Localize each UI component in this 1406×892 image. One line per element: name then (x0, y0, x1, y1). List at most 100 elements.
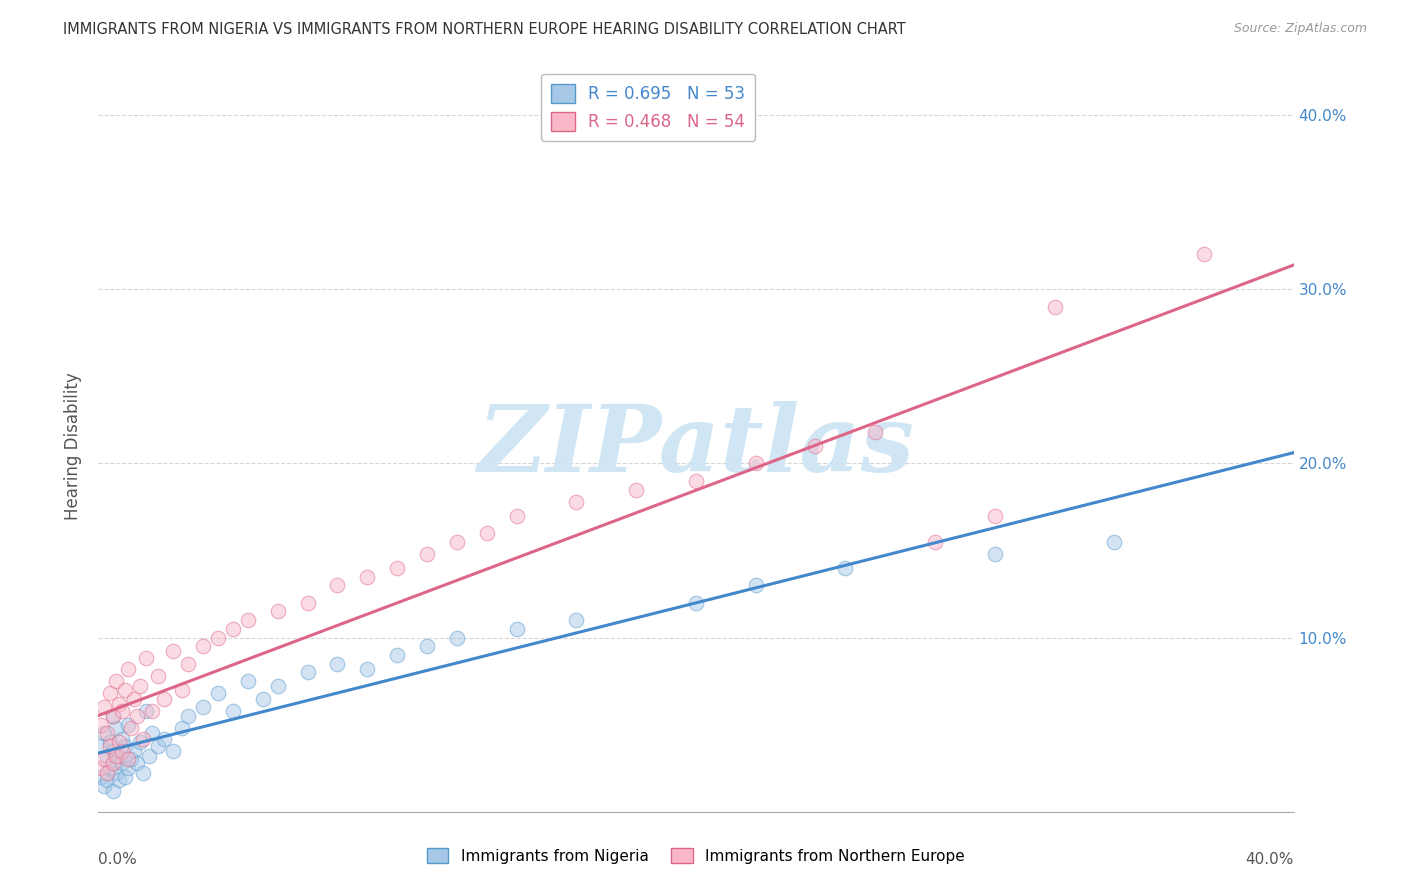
Point (745, 457, 768, 471)
Point (96, 726, 118, 740)
Point (177, 657, 200, 671)
Point (141, 704, 163, 718)
Point (124, 691, 146, 706)
Point (416, 640, 439, 654)
Point (120, 752, 142, 766)
Text: ZIPatlas: ZIPatlas (478, 401, 914, 491)
Point (103, 744, 125, 758)
Point (117, 752, 139, 766)
Text: 40.0%: 40.0% (1246, 852, 1294, 867)
Point (138, 749, 160, 764)
Point (626, 483, 648, 497)
Text: Source: ZipAtlas.com: Source: ZipAtlas.com (1233, 22, 1367, 36)
Point (117, 717, 139, 731)
Point (98, 739, 122, 753)
Point (685, 596, 707, 610)
Point (103, 709, 125, 723)
Point (132, 766, 155, 780)
Point (924, 534, 946, 549)
Point (385, 648, 409, 662)
Point (111, 704, 134, 718)
Point (111, 756, 134, 770)
Point (93, 700, 115, 714)
Point (108, 773, 131, 788)
Point (129, 735, 152, 749)
Point (98, 761, 122, 775)
Point (141, 726, 163, 740)
Point (297, 596, 319, 610)
Point (326, 578, 349, 592)
Point (162, 644, 184, 658)
Point (103, 709, 125, 723)
Point (96, 752, 118, 766)
Point (162, 744, 184, 758)
Point (506, 508, 529, 523)
Point (446, 631, 468, 645)
Point (90, 717, 112, 731)
Point (153, 691, 176, 706)
Point (127, 709, 149, 723)
Point (356, 662, 378, 676)
Point (172, 721, 194, 735)
Point (297, 665, 319, 680)
Point (108, 749, 131, 764)
Y-axis label: Hearing Disability: Hearing Disability (63, 372, 82, 520)
Point (207, 686, 229, 700)
Point (1192, 247, 1215, 261)
Point (111, 744, 134, 758)
Point (416, 547, 439, 561)
Point (385, 561, 409, 575)
Point (804, 439, 827, 453)
Point (565, 494, 588, 508)
Point (172, 682, 194, 697)
Point (236, 613, 259, 627)
Point (98, 735, 122, 749)
Point (865, 425, 887, 439)
Point (108, 735, 131, 749)
Point (1043, 300, 1066, 314)
Point (236, 674, 259, 689)
Point (124, 744, 146, 758)
Point (267, 604, 290, 618)
Point (108, 697, 131, 711)
Point (96, 766, 118, 780)
Point (148, 739, 170, 753)
Point (90, 770, 112, 784)
Point (135, 704, 157, 718)
Point (90, 761, 112, 775)
Point (267, 679, 290, 693)
Text: 0.0%: 0.0% (98, 852, 138, 867)
Point (96, 773, 118, 788)
Point (356, 569, 378, 583)
Point (93, 752, 115, 766)
Point (446, 534, 468, 549)
Point (98, 686, 122, 700)
Point (105, 674, 128, 689)
Point (103, 756, 125, 770)
Point (105, 749, 128, 764)
Point (132, 731, 155, 746)
Point (191, 640, 214, 654)
Point (129, 679, 152, 693)
Text: IMMIGRANTS FROM NIGERIA VS IMMIGRANTS FROM NORTHERN EUROPE HEARING DISABILITY CO: IMMIGRANTS FROM NIGERIA VS IMMIGRANTS FR… (63, 22, 905, 37)
Point (103, 784, 125, 798)
Point (984, 508, 1007, 523)
Point (90, 739, 112, 753)
Point (114, 770, 136, 784)
Point (834, 561, 856, 575)
Point (685, 474, 707, 488)
Point (153, 731, 176, 746)
Point (120, 721, 142, 735)
Point (148, 669, 170, 683)
Point (191, 700, 214, 714)
Point (105, 766, 128, 780)
Point (1104, 534, 1126, 549)
Point (93, 779, 115, 793)
Point (252, 691, 274, 706)
Point (565, 613, 588, 627)
Point (177, 709, 200, 723)
Point (93, 726, 115, 740)
Point (117, 662, 139, 676)
Point (326, 657, 349, 671)
Point (127, 756, 149, 770)
